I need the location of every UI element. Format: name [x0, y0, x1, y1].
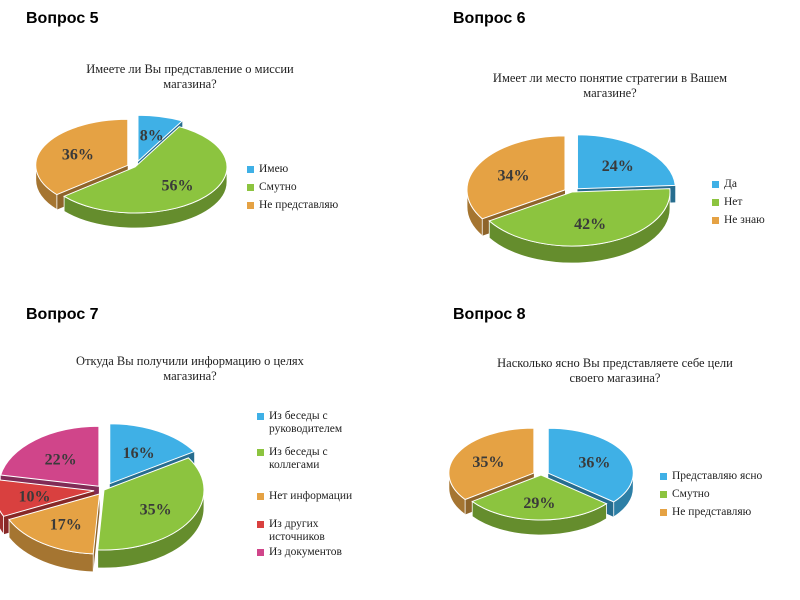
legend-item: Имею — [247, 163, 367, 176]
pie-slice — [97, 457, 205, 551]
legend-label: Из других источников — [269, 518, 325, 543]
pie-slice — [576, 134, 676, 190]
pie-slice — [8, 493, 101, 555]
legend-swatch — [247, 166, 254, 173]
pie-slice — [137, 114, 184, 163]
pie-slice-label: 34% — [497, 167, 529, 184]
legend-label: Не представляю — [259, 199, 339, 211]
pie-slice — [448, 427, 535, 501]
legend-item: Нет — [712, 196, 800, 209]
legend-swatch — [257, 413, 264, 420]
pie-slice-label: 22% — [45, 452, 77, 469]
pie-slice — [109, 423, 196, 485]
pie-slice-label: 24% — [602, 158, 634, 175]
legend-swatch — [247, 184, 254, 191]
pie-chart-question-7: 16% 35% 17% 10% 22% — [0, 423, 205, 573]
chart-7-title: Откуда Вы получили информацию о целях ма… — [76, 354, 304, 383]
legend-label: Не представляю — [672, 506, 752, 518]
legend-label: Из документов — [269, 546, 342, 558]
legend-item: Представляю ясно — [660, 470, 780, 483]
pie-slice-label: 16% — [123, 445, 155, 462]
question-5-heading: Вопрос 5 — [26, 10, 99, 27]
legend-swatch — [257, 449, 264, 456]
pie-slice-label: 36% — [578, 455, 610, 472]
pie-slice-label: 36% — [62, 147, 94, 164]
pie-slice — [63, 126, 228, 214]
legend-label: Из беседы с руководителем — [269, 410, 343, 435]
legend-swatch — [712, 199, 719, 206]
legend-label: Имею — [259, 163, 289, 175]
question-7-heading: Вопрос 7 — [26, 306, 99, 323]
legend-item: Не представляю — [660, 506, 780, 519]
question-8-heading: Вопрос 8 — [453, 306, 526, 323]
chart-6-title: Имеет ли место понятие стратегии в Вашем… — [492, 71, 728, 100]
legend-label: Нет информации — [269, 490, 353, 502]
legend-swatch — [247, 202, 254, 209]
pie-slice-label: 56% — [162, 178, 194, 195]
pie-slice — [488, 188, 671, 247]
legend-swatch — [257, 549, 264, 556]
legend-item: Из беседы с коллегами — [257, 446, 377, 472]
legend-swatch — [660, 509, 667, 516]
pie-slice-label: 10% — [19, 488, 51, 505]
legend-item: Да — [712, 178, 800, 191]
pie-slice — [547, 427, 634, 503]
legend-item: Из беседы с руководителем — [257, 410, 377, 436]
pie-chart-question-8: 36% 29% 35% — [448, 427, 634, 536]
legend-swatch — [660, 491, 667, 498]
question-6-heading: Вопрос 6 — [453, 10, 526, 27]
pie-chart-question-6: 24% 42% 34% — [466, 134, 676, 264]
pie-slice-side — [0, 510, 4, 536]
legend-item: Смутно — [247, 181, 367, 194]
legend-label: Не знаю — [724, 214, 765, 226]
legend-item: Смутно — [660, 488, 780, 501]
legend-swatch — [660, 473, 667, 480]
legend-swatch — [257, 493, 264, 500]
legend-item: Из документов — [257, 546, 377, 559]
pie-slice-label: 35% — [472, 454, 504, 471]
chart-8-title: Насколько ясно Вы представляете себе цел… — [497, 356, 733, 385]
pie-slice-label: 17% — [50, 517, 82, 534]
legend-item: Не представляю — [247, 199, 367, 212]
legend-label: Смутно — [672, 488, 710, 500]
pie-chart-question-5: 8% 56% 36% — [35, 114, 228, 229]
pie-slice-label: 29% — [523, 495, 555, 512]
legend-label: Нет — [724, 196, 743, 208]
legend-item: Из других источников — [257, 518, 377, 544]
legend-item: Нет информации — [257, 490, 377, 503]
pie-slice-label: 8% — [140, 127, 164, 144]
pie-slice-label: 42% — [574, 216, 606, 233]
legend-swatch — [712, 217, 719, 224]
legend-label: Да — [724, 178, 737, 190]
pie-slice — [0, 479, 95, 517]
pie-slice — [471, 474, 608, 521]
pie-slice-label: 35% — [140, 501, 172, 518]
pie-slice — [35, 118, 129, 196]
legend-item: Не знаю — [712, 214, 800, 227]
pie-slice — [0, 425, 100, 487]
legend-swatch — [712, 181, 719, 188]
legend-label: Из беседы с коллегами — [269, 446, 328, 471]
pie-slice — [466, 135, 566, 220]
chart-5-title: Имеете ли Вы представление о миссии мага… — [86, 62, 294, 91]
legend-label: Представляю ясно — [672, 470, 763, 482]
legend-label: Смутно — [259, 181, 297, 193]
legend-swatch — [257, 521, 264, 528]
